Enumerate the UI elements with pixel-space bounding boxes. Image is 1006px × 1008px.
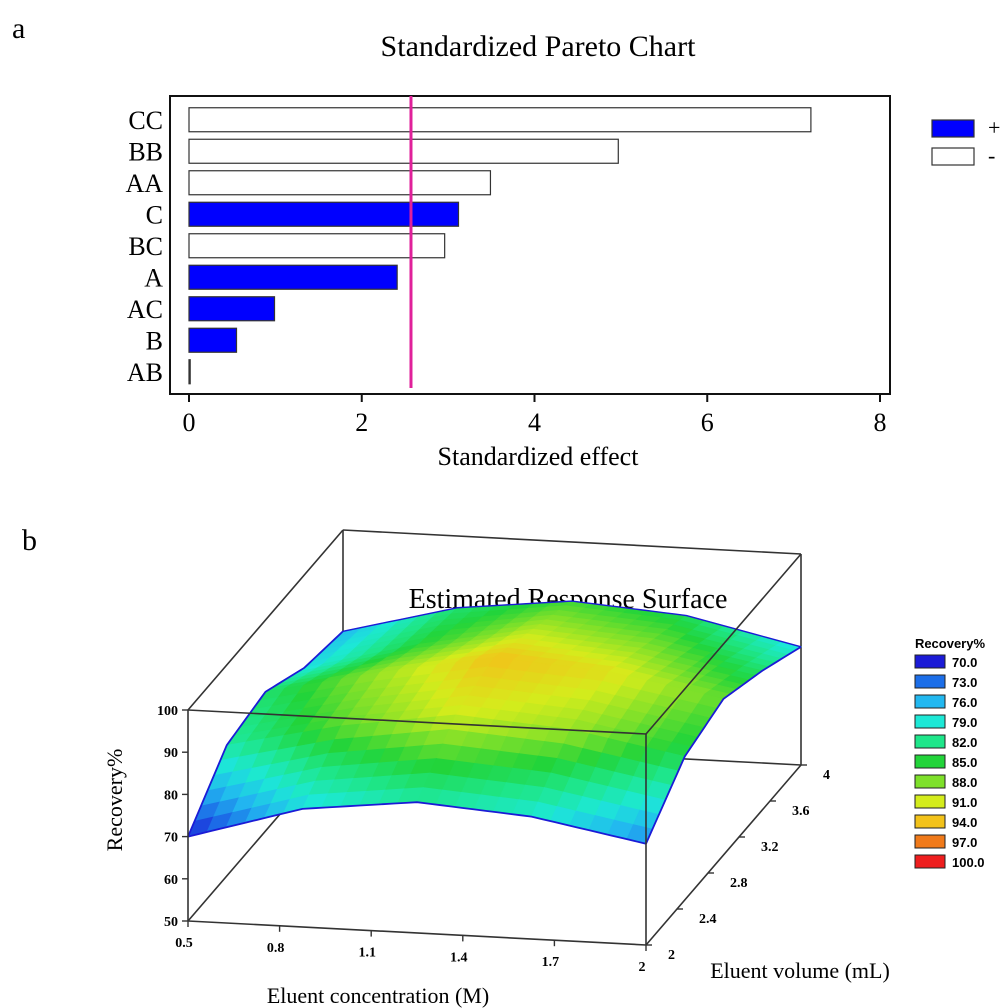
pareto-bars — [188, 107, 812, 385]
surface-legend-label: 85.0 — [952, 755, 977, 770]
pareto-category-label: BC — [128, 232, 163, 261]
surface-box-back-edges — [187, 529, 802, 946]
pareto-category-label: A — [144, 263, 163, 292]
box-edge — [645, 553, 802, 735]
pareto-title: Standardized Pareto Chart — [381, 30, 697, 63]
panel-b-label: b — [22, 524, 37, 557]
pareto-bar-ab — [188, 359, 191, 385]
surface-z-axis-title: Recovery% — [102, 749, 127, 852]
x-tick-label: 1.7 — [542, 955, 560, 970]
surface-legend-label: 79.0 — [952, 715, 977, 730]
pareto-x-tick-label: 2 — [355, 408, 368, 437]
surface-legend-label: 97.0 — [952, 835, 977, 850]
pareto-bar-aa — [188, 170, 492, 196]
surface-x-axis-title: Eluent concentration (M) — [267, 983, 489, 1008]
surface-legend-label: 82.0 — [952, 735, 977, 750]
y-tick-label: 4 — [823, 768, 830, 783]
z-tick-label: 70 — [164, 831, 178, 846]
x-tick-label: 0.8 — [267, 941, 285, 956]
pareto-x-tick-label: 4 — [528, 408, 541, 437]
x-tick-label: 2 — [639, 960, 646, 975]
surface-legend-label: 76.0 — [952, 695, 977, 710]
y-tick-label: 3.2 — [761, 840, 779, 855]
z-tick-label: 60 — [164, 873, 178, 888]
box-edge — [187, 529, 344, 711]
surface-front-edge — [187, 801, 647, 845]
x-tick-label: 1.4 — [450, 950, 468, 965]
surface-right-edge — [645, 646, 802, 845]
surface-box-front-edges — [187, 553, 802, 946]
pareto-bar-cc — [188, 107, 812, 133]
surface-axes: 50 60 70 80 90 100 0.5 0.8 1.1 1.4 1.7 2 2 2.4 2.8 3.2 3… — [157, 704, 830, 975]
box-edge — [187, 709, 647, 735]
response-surface — [187, 600, 802, 845]
surface-legend-label: 70.0 — [952, 655, 977, 670]
surface-legend-swatch — [914, 834, 946, 849]
surface-legend-swatch — [914, 854, 946, 869]
surface-legend-swatch — [914, 674, 946, 689]
box-edge — [645, 764, 802, 946]
pareto-bar-c — [188, 201, 460, 227]
y-tick-label: 2.8 — [730, 876, 748, 891]
z-tick-label: 50 — [164, 915, 178, 930]
surface-left-edge — [187, 630, 344, 837]
pareto-category-label: CC — [128, 106, 163, 135]
pareto-bar-a — [188, 264, 398, 290]
z-tick-label: 100 — [157, 704, 178, 719]
surface-legend-swatch — [914, 694, 946, 709]
legend-label: - — [988, 143, 995, 168]
surface-legend-swatch — [914, 814, 946, 829]
pareto-category-label: B — [146, 326, 163, 355]
pareto-category-label: BB — [128, 137, 163, 166]
pareto-x-tick-label: 0 — [183, 408, 196, 437]
y-tick-label: 2.4 — [699, 912, 717, 927]
pareto-x-tick-label: 6 — [701, 408, 714, 437]
surface-legend-swatch — [914, 654, 946, 669]
surface-legend-title: Recovery% — [915, 636, 986, 651]
surface-legend-label: 100.0 — [952, 855, 985, 870]
z-tick-label: 90 — [164, 746, 178, 761]
surface-legend-swatch — [914, 734, 946, 749]
pareto-bar-b — [188, 327, 238, 353]
x-tick-label: 1.1 — [358, 946, 376, 961]
legend-swatch-positive — [931, 119, 975, 138]
pareto-category-label: C — [146, 200, 163, 229]
surface-legend-swatch — [914, 714, 946, 729]
box-edge — [187, 920, 647, 946]
pareto-x-axis: 0 2 4 6 8 — [183, 394, 887, 437]
pareto-bar-bc — [188, 233, 446, 259]
y-tick-label: 2 — [668, 948, 675, 963]
x-tick-label: 0.5 — [175, 936, 193, 951]
panel-a-label: a — [12, 12, 25, 45]
pareto-category-label: AB — [127, 358, 163, 387]
pareto-x-tick-label: 8 — [874, 408, 887, 437]
surface-y-axis-title: Eluent volume (mL) — [710, 958, 890, 983]
pareto-bar-bb — [188, 138, 619, 164]
box-edge — [342, 529, 802, 555]
surface-legend-label: 88.0 — [952, 775, 977, 790]
legend-swatch-negative — [931, 147, 975, 166]
z-tick-label: 80 — [164, 788, 178, 803]
surface-legend-label: 73.0 — [952, 675, 977, 690]
surface-legend-swatch — [914, 794, 946, 809]
y-tick-label: 3.6 — [792, 804, 810, 819]
legend-label: + — [988, 115, 1000, 140]
surface-legend-label: 94.0 — [952, 815, 977, 830]
pareto-legend: +- — [931, 115, 1000, 168]
surface-legend: 70.0 73.0 76.0 79.0 82.0 85.0 88.0 91.0 94.0 97.0… — [914, 654, 985, 870]
surface-legend-label: 91.0 — [952, 795, 977, 810]
surface-legend-swatch — [914, 774, 946, 789]
pareto-x-axis-title: Standardized effect — [438, 442, 640, 471]
surface-legend-swatch — [914, 754, 946, 769]
pareto-bar-ac — [188, 296, 276, 322]
pareto-category-label: AC — [127, 295, 163, 324]
pareto-category-label: AA — [125, 169, 163, 198]
surface-back-edge — [342, 600, 802, 648]
